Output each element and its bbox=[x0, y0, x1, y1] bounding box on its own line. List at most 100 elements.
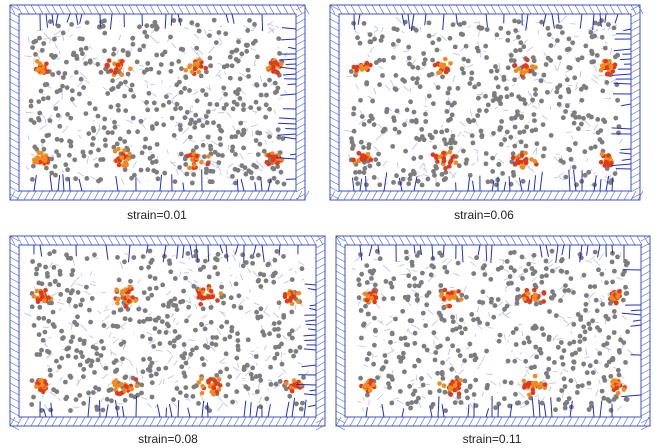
particle bbox=[106, 130, 111, 135]
cluster-particle bbox=[526, 291, 531, 296]
particle bbox=[48, 282, 53, 287]
particle bbox=[209, 305, 214, 310]
particle bbox=[63, 380, 68, 385]
particle bbox=[563, 384, 568, 389]
particle bbox=[461, 71, 466, 76]
particle bbox=[84, 111, 89, 116]
particle bbox=[30, 45, 35, 50]
particle bbox=[66, 354, 71, 359]
particle bbox=[539, 99, 544, 104]
particle bbox=[224, 320, 229, 325]
particle bbox=[170, 62, 175, 67]
particle bbox=[509, 380, 514, 385]
particle bbox=[238, 76, 243, 81]
particle bbox=[372, 316, 377, 321]
particle bbox=[209, 320, 214, 325]
particle bbox=[207, 275, 212, 280]
cluster-particle bbox=[290, 389, 295, 394]
particle bbox=[116, 108, 121, 113]
particle bbox=[259, 93, 264, 98]
cluster-particle bbox=[188, 63, 193, 68]
particle bbox=[31, 40, 36, 45]
particle bbox=[142, 70, 147, 75]
particle bbox=[476, 82, 481, 87]
particle bbox=[586, 321, 591, 326]
particle bbox=[505, 130, 510, 135]
cluster-particle bbox=[364, 383, 369, 388]
particle bbox=[547, 309, 552, 314]
particle bbox=[53, 106, 58, 111]
particle bbox=[460, 32, 465, 37]
particle bbox=[254, 138, 259, 143]
particle bbox=[391, 276, 396, 281]
particle bbox=[370, 116, 375, 121]
particle bbox=[103, 138, 108, 143]
particle bbox=[410, 76, 415, 81]
particle bbox=[579, 122, 584, 127]
particle bbox=[56, 70, 61, 75]
cluster-particle bbox=[35, 289, 40, 294]
particle bbox=[139, 383, 144, 388]
particle bbox=[116, 84, 121, 89]
particle bbox=[177, 334, 182, 339]
particle bbox=[468, 173, 473, 178]
particle bbox=[126, 130, 131, 135]
cluster-particle bbox=[128, 67, 133, 72]
particle bbox=[539, 280, 544, 285]
particle bbox=[615, 255, 620, 260]
cluster-particle bbox=[458, 378, 463, 383]
particle bbox=[526, 262, 531, 267]
particle bbox=[74, 355, 79, 360]
particle bbox=[31, 395, 36, 400]
particle bbox=[65, 288, 70, 293]
particle bbox=[406, 181, 411, 186]
particle bbox=[446, 91, 451, 96]
particle bbox=[160, 283, 165, 288]
particle bbox=[69, 22, 74, 27]
particle bbox=[440, 74, 445, 79]
particle bbox=[161, 103, 166, 108]
particle bbox=[152, 101, 157, 106]
particle bbox=[213, 150, 218, 155]
particle bbox=[178, 123, 183, 128]
particle bbox=[51, 322, 56, 327]
particle bbox=[577, 347, 582, 352]
particle bbox=[582, 84, 587, 89]
particle bbox=[505, 259, 510, 264]
particle bbox=[451, 134, 456, 139]
cluster-particle bbox=[533, 298, 538, 303]
cluster-particle bbox=[212, 378, 217, 383]
particle bbox=[37, 111, 42, 116]
particle bbox=[214, 373, 219, 378]
particle bbox=[165, 314, 170, 319]
particle bbox=[239, 305, 244, 310]
particle bbox=[512, 144, 517, 149]
particle bbox=[72, 157, 77, 162]
particle bbox=[486, 103, 491, 108]
figure: strain=0.01 strain=0.06 strain=0.08 stra… bbox=[0, 0, 655, 448]
cluster-particle bbox=[442, 383, 447, 388]
particle bbox=[600, 389, 605, 394]
particle bbox=[477, 300, 482, 305]
particle bbox=[566, 65, 571, 70]
particle bbox=[91, 128, 96, 133]
particle bbox=[246, 74, 251, 79]
cluster-particle bbox=[199, 64, 204, 69]
particle bbox=[235, 102, 240, 107]
cluster-particle bbox=[198, 302, 203, 307]
particle bbox=[183, 74, 188, 79]
particle bbox=[383, 127, 388, 132]
particle bbox=[575, 390, 580, 395]
cluster-particle bbox=[604, 160, 609, 165]
particle bbox=[163, 366, 168, 371]
particle bbox=[444, 141, 449, 146]
particle bbox=[450, 113, 455, 118]
particle bbox=[459, 318, 464, 323]
cluster-particle bbox=[511, 155, 516, 160]
particle bbox=[195, 23, 200, 28]
particle bbox=[271, 280, 276, 285]
particle bbox=[78, 363, 83, 368]
particle bbox=[498, 125, 503, 130]
cluster-particle bbox=[205, 162, 210, 167]
particle bbox=[167, 100, 172, 105]
